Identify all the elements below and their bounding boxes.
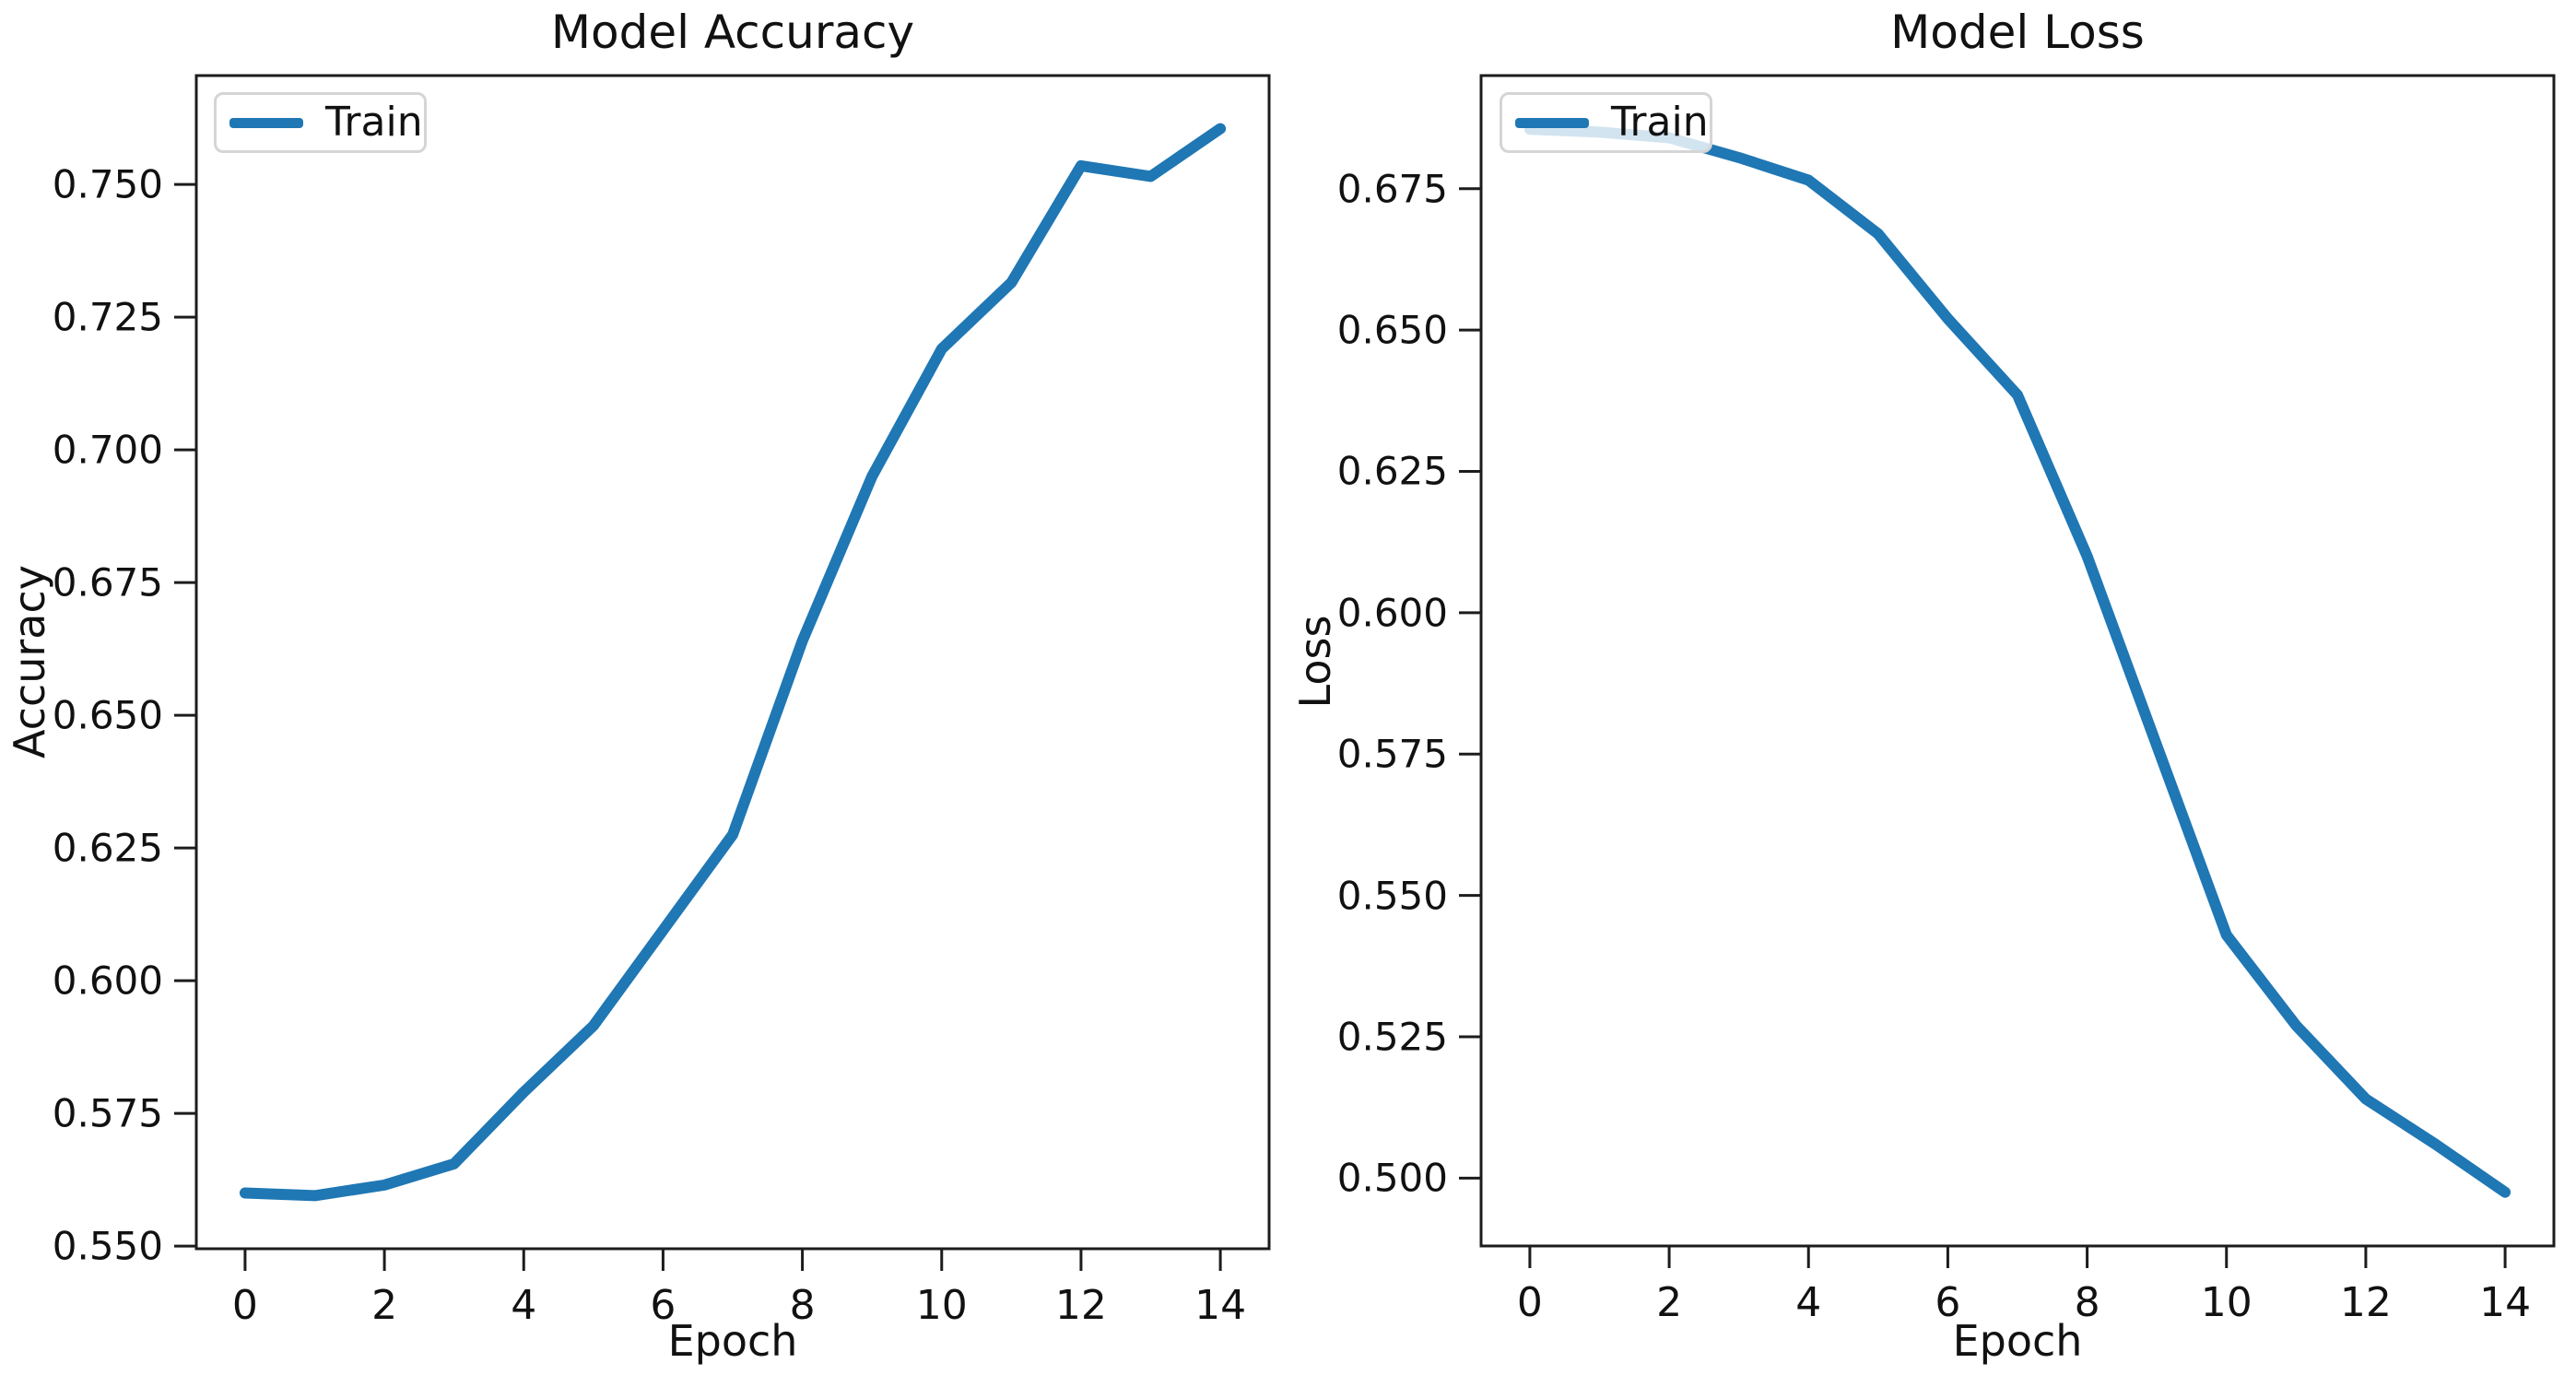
x-tick-label: 2 — [1656, 1279, 1683, 1326]
y-tick-label: 0.600 — [52, 958, 163, 1004]
y-tick-label: 0.500 — [1336, 1155, 1448, 1201]
x-axis-label: Epoch — [667, 1316, 798, 1366]
x-tick-label: 10 — [915, 1282, 968, 1329]
axes-spines — [1479, 74, 2556, 1248]
x-tick-label: 10 — [2200, 1279, 2253, 1326]
x-tick-label: 6 — [650, 1282, 676, 1329]
y-tick-label: 0.700 — [52, 427, 163, 473]
y-tick-label: 0.675 — [52, 559, 163, 605]
y-tick-label: 0.550 — [1336, 873, 1448, 919]
y-tick-label: 0.550 — [52, 1223, 163, 1269]
x-tick-label: 8 — [2074, 1279, 2100, 1326]
legend-label: Train — [1611, 99, 1709, 146]
x-tick-label: 0 — [231, 1282, 258, 1329]
legend: Train — [214, 92, 427, 153]
legend-label: Train — [325, 99, 423, 146]
x-tick-label: 4 — [1795, 1279, 1822, 1326]
x-tick-label: 0 — [1516, 1279, 1543, 1326]
x-tick-label: 8 — [789, 1282, 816, 1329]
y-tick-label: 0.575 — [1336, 731, 1448, 777]
x-tick-label: 6 — [1935, 1279, 1961, 1326]
y-tick-label: 0.750 — [52, 161, 163, 207]
legend-line-sample — [1515, 117, 1589, 128]
x-axis-label: Epoch — [1952, 1316, 2083, 1366]
chart-title: Model Accuracy — [550, 6, 915, 59]
x-tick-label: 2 — [371, 1282, 398, 1329]
y-tick-label: 0.675 — [1336, 166, 1448, 212]
train-series-line — [1523, 123, 2511, 1198]
y-tick-label: 0.625 — [1336, 448, 1448, 494]
y-tick-label: 0.725 — [52, 294, 163, 340]
x-tick-label: 14 — [1194, 1282, 1247, 1329]
y-tick-label: 0.525 — [1336, 1014, 1448, 1060]
y-tick-label: 0.650 — [1336, 307, 1448, 353]
x-tick-label: 4 — [511, 1282, 537, 1329]
legend-line-sample — [229, 117, 303, 128]
chart-title: Model Loss — [1890, 6, 2145, 59]
y-tick-label: 0.625 — [52, 825, 163, 871]
y-tick-label: 0.575 — [52, 1090, 163, 1136]
legend: Train — [1500, 92, 1712, 153]
y-tick-label: 0.650 — [52, 692, 163, 738]
y-tick-label: 0.600 — [1336, 590, 1448, 636]
x-tick-label: 14 — [2479, 1279, 2532, 1326]
train-series-line — [239, 123, 1227, 1202]
x-tick-label: 12 — [1054, 1282, 1107, 1329]
x-tick-label: 12 — [2339, 1279, 2392, 1326]
axes-spines — [194, 74, 1271, 1251]
